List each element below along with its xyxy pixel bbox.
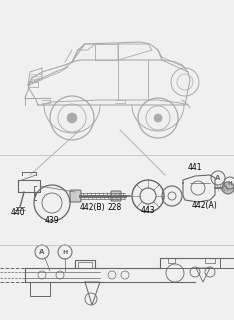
Text: A: A [39,249,45,255]
Text: A: A [215,175,221,181]
Text: 440: 440 [11,208,25,217]
Circle shape [67,113,77,123]
Text: 442(A): 442(A) [192,201,218,210]
Text: 439: 439 [45,216,59,225]
FancyBboxPatch shape [111,191,121,201]
Text: 441: 441 [188,163,202,172]
Circle shape [154,114,162,122]
Text: H: H [228,180,232,186]
Text: 228: 228 [108,203,122,212]
Circle shape [222,182,234,194]
Text: H: H [62,250,68,254]
Text: 443: 443 [141,206,155,215]
FancyBboxPatch shape [70,190,81,202]
Text: 442(B): 442(B) [79,203,105,212]
